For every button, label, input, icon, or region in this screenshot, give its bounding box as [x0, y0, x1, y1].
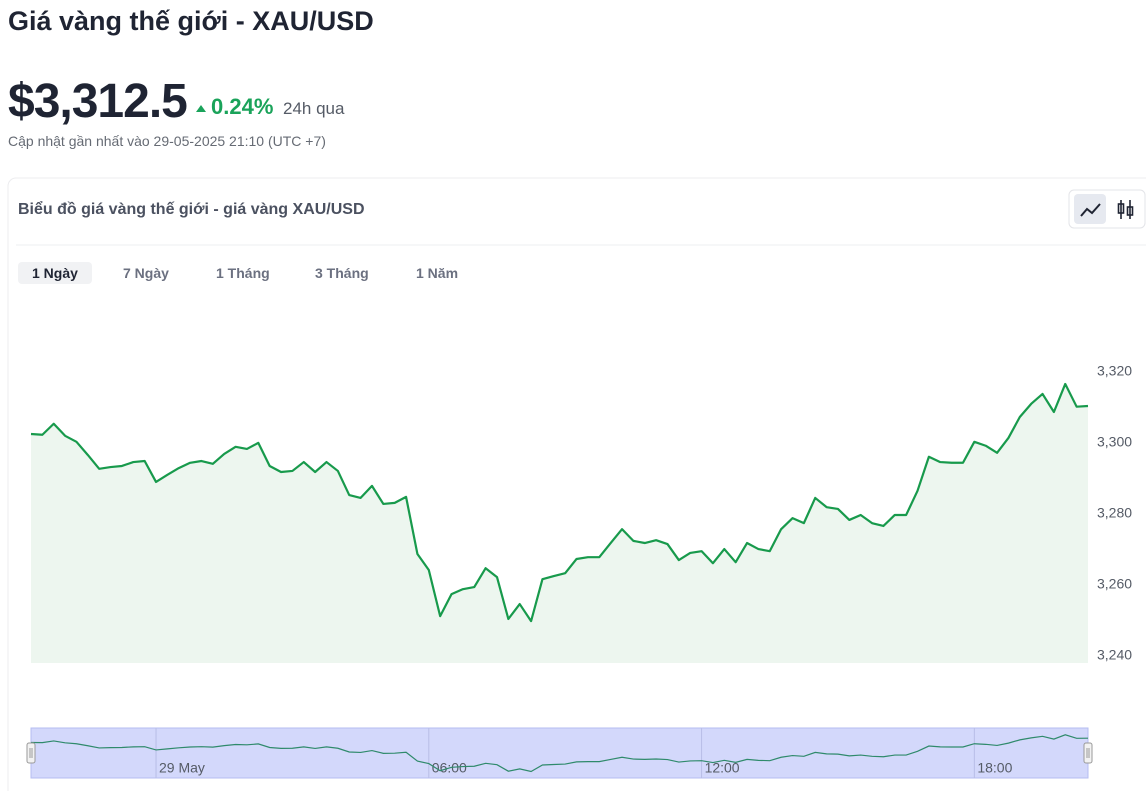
card [7, 177, 1146, 791]
range-tab[interactable]: 3 Tháng [301, 262, 383, 284]
range-tab[interactable]: 1 Tháng [202, 262, 284, 284]
page-title: Giá vàng thế giới - XAU/USD [8, 6, 374, 36]
y-tick-label: 3,240 [1097, 647, 1132, 663]
y-tick-label: 3,260 [1097, 576, 1132, 592]
line-mode-button[interactable] [1074, 194, 1106, 224]
y-tick-label: 3,320 [1097, 363, 1132, 379]
y-tick-label: 3,300 [1097, 434, 1132, 450]
navigator-handle[interactable] [1083, 742, 1093, 764]
price-change: 0.24% [211, 94, 274, 119]
card-title: Biểu đồ giá vàng thế giới - giá vàng XAU… [18, 201, 365, 218]
price: $3,312.5 [8, 75, 188, 128]
up-arrow [196, 105, 206, 112]
range-tab[interactable]: 1 Năm [402, 262, 472, 284]
price-line [30, 382, 1089, 623]
change-period: 24h qua [283, 99, 345, 118]
navigator-line [30, 734, 1089, 773]
x-tick-label: 29 May [159, 760, 205, 776]
y-tick-label: 3,280 [1097, 505, 1132, 521]
line-icon [1080, 203, 1101, 217]
x-tick-label: 18:00 [977, 760, 1012, 776]
range-tab[interactable]: 1 Ngày [18, 262, 92, 284]
candle-icon[interactable] [1117, 200, 1134, 219]
navigator-handle[interactable] [26, 742, 36, 764]
updated-time: Cập nhật gần nhất vào 29-05-2025 21:10 (… [8, 133, 326, 149]
area [31, 383, 1088, 663]
range-tab[interactable]: 7 Ngày [109, 262, 183, 284]
x-tick-label: 12:00 [705, 760, 740, 776]
